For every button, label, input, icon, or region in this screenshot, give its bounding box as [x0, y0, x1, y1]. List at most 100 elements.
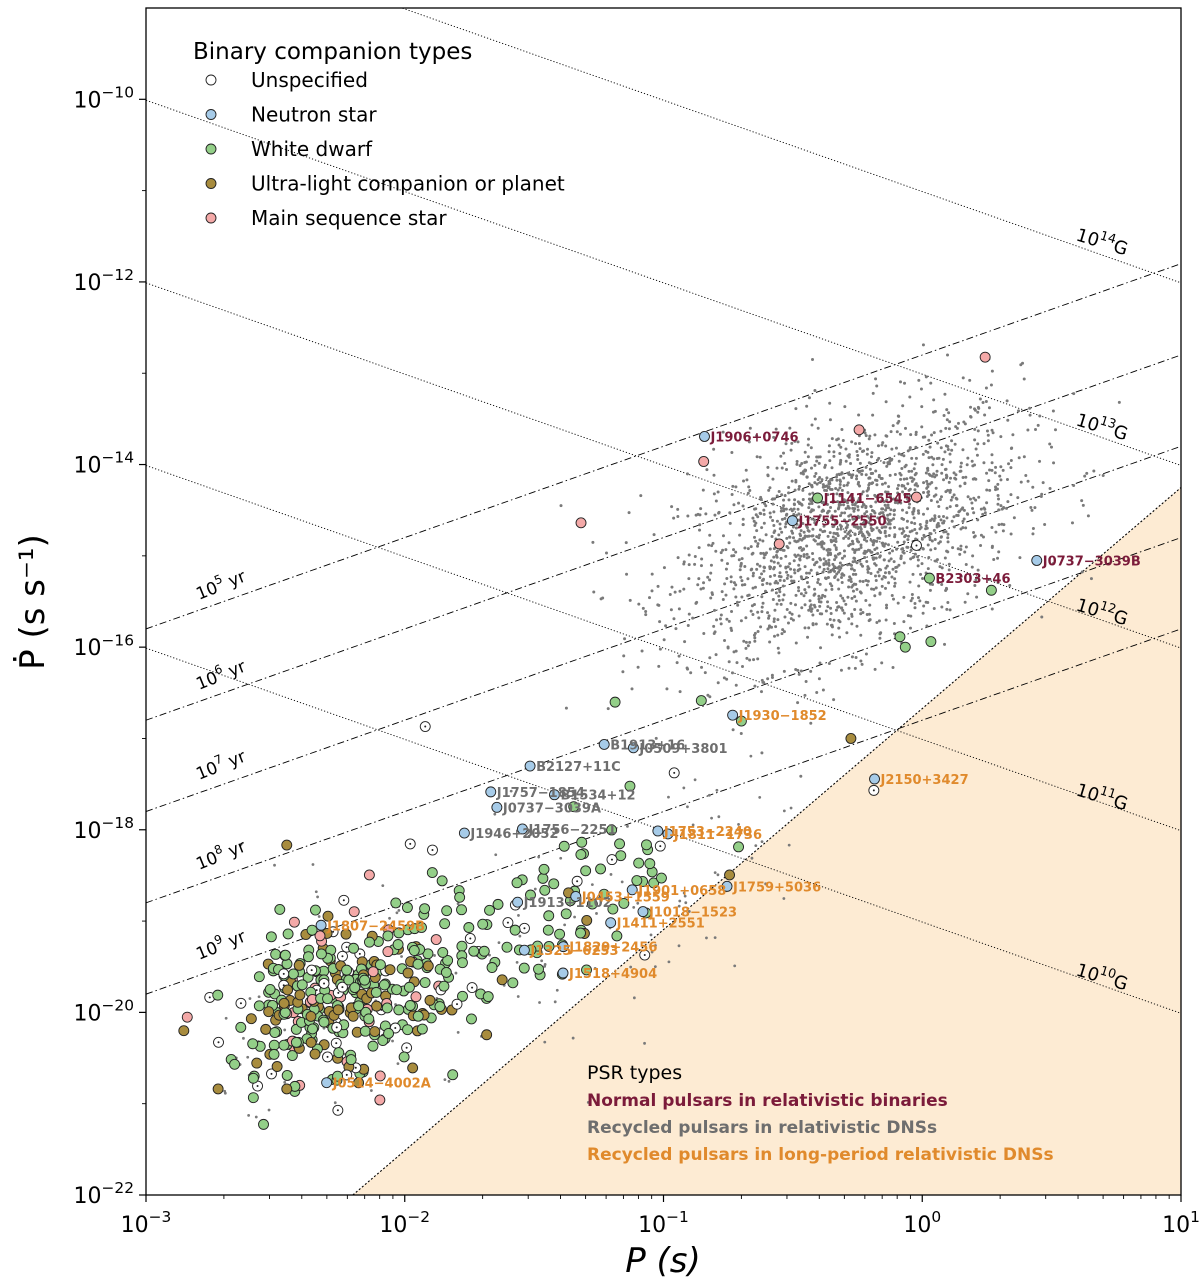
pulsar-point [677, 607, 681, 611]
pulsar-point [682, 891, 686, 895]
pulsar-point [665, 687, 669, 691]
pulsar-point [997, 523, 1001, 527]
pulsar-point [756, 610, 760, 614]
psr-types-title: PSR types [587, 1062, 682, 1084]
pulsar-point [842, 599, 846, 603]
pulsar-point [810, 499, 814, 503]
pulsar-point [685, 666, 689, 670]
pulsar-point [762, 512, 766, 516]
pulsar-point [734, 649, 738, 653]
pulsar-point [1000, 507, 1004, 511]
pulsar-point [902, 540, 906, 544]
binary-pulsar-point [436, 875, 448, 887]
pulsar-point [644, 610, 648, 614]
pulsar-point [966, 592, 970, 596]
pulsar-point [741, 504, 745, 508]
pulsar-point [905, 519, 909, 523]
pulsar-point [846, 595, 850, 599]
pulsar-point [986, 439, 990, 443]
pulsar-point [817, 677, 821, 681]
pulsar-point [246, 1055, 250, 1059]
pulsar-point [930, 517, 934, 521]
pulsar-point [923, 435, 927, 439]
pulsar-point [850, 655, 854, 659]
pulsar-point [953, 442, 957, 446]
pulsar-point [777, 598, 781, 602]
pulsar-point [673, 590, 677, 594]
pulsar-point [825, 476, 829, 480]
pulsar-point [913, 601, 917, 605]
pulsar-point [930, 433, 934, 437]
pulsar-point [831, 535, 835, 539]
pulsar-point [959, 461, 963, 465]
pulsar-point [732, 503, 736, 507]
pulsar-point [874, 563, 878, 567]
binary-pulsar-point [392, 939, 404, 950]
pulsar-point [893, 525, 897, 529]
binary-pulsar-point [516, 823, 528, 835]
pulsar-point [846, 504, 850, 508]
pulsar-point [928, 538, 932, 542]
pulsar-point [887, 506, 891, 510]
pulsar-point [658, 620, 662, 624]
pulsar-point [855, 449, 859, 453]
legend-marker [205, 109, 217, 120]
pulsar-point [864, 465, 868, 469]
pulsar-point [933, 514, 937, 518]
pulsar-point [944, 530, 948, 534]
pulsar-point [896, 487, 900, 491]
pulsar-point [662, 566, 666, 570]
pulsar-point [283, 1028, 287, 1032]
binary-pulsar-point [279, 949, 291, 961]
pulsar-point [913, 552, 917, 556]
pulsar-point [693, 554, 697, 558]
pulsar-point [817, 594, 821, 598]
pulsar-point [834, 521, 838, 525]
pulsar-point [797, 563, 801, 567]
pulsar-point [760, 678, 764, 682]
pulsar-point [777, 594, 781, 598]
pulsar-point [936, 441, 940, 445]
pulsar-point [248, 997, 252, 1000]
pulsar-point [816, 580, 820, 584]
pulsar-point [771, 497, 775, 501]
pulsar-point [873, 667, 877, 671]
pulsar-point [699, 564, 703, 568]
pulsar-point [650, 950, 654, 954]
pulsar-point [1009, 446, 1013, 450]
pulsar-point [806, 518, 810, 522]
pulsar-point [724, 548, 728, 552]
pulsar-point [637, 602, 641, 606]
pulsar-point [864, 652, 868, 656]
pulsar-point [847, 578, 851, 582]
pulsar-point [869, 523, 873, 527]
pulsar-point [971, 464, 975, 468]
pulsar-point [832, 565, 836, 569]
pulsar-point [984, 399, 988, 403]
pulsar-point [741, 517, 745, 521]
pulsar-point [897, 563, 901, 567]
binary-pulsar-point [575, 517, 587, 529]
binary-pulsar-point [348, 942, 359, 954]
pulsar-point [809, 466, 813, 470]
pulsar-point [620, 880, 624, 884]
pulsar-point [433, 954, 436, 957]
pulsar-point [811, 508, 815, 512]
pulsar-point [947, 568, 951, 572]
pulsar-point [755, 455, 759, 459]
pulsar-point [988, 577, 992, 581]
binary-pulsar-point [378, 979, 390, 991]
pulsar-point [762, 681, 766, 685]
pulsar-point [712, 631, 716, 635]
binary-pulsar-point [434, 1001, 446, 1012]
pulsar-point [743, 546, 747, 550]
pulsar-point [724, 593, 728, 597]
pulsar-point [1008, 583, 1012, 587]
pulsar-point [1041, 481, 1045, 485]
pulsar-point [682, 560, 686, 564]
pulsar-point [751, 571, 755, 575]
pulsar-point [948, 452, 952, 456]
pulsar-point [753, 636, 757, 640]
pulsar-point [888, 456, 892, 460]
